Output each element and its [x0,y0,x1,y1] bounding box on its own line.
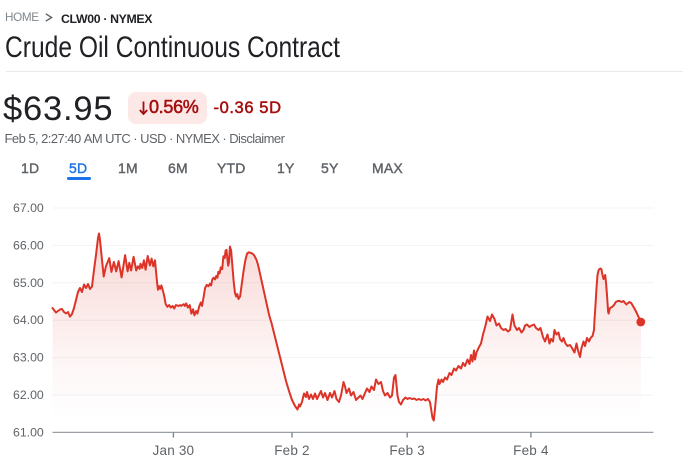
svg-text:Feb 3: Feb 3 [389,443,425,458]
svg-text:Feb 4: Feb 4 [513,443,549,458]
svg-text:66.00: 66.00 [13,238,44,252]
svg-text:Feb 2: Feb 2 [274,443,310,458]
svg-text:64.00: 64.00 [13,313,44,327]
svg-text:63.00: 63.00 [13,351,44,365]
svg-text:61.00: 61.00 [13,425,44,439]
svg-text:Jan 30: Jan 30 [153,443,195,458]
svg-text:67.00: 67.00 [13,201,44,215]
svg-text:65.00: 65.00 [13,276,44,290]
svg-text:62.00: 62.00 [13,388,44,402]
